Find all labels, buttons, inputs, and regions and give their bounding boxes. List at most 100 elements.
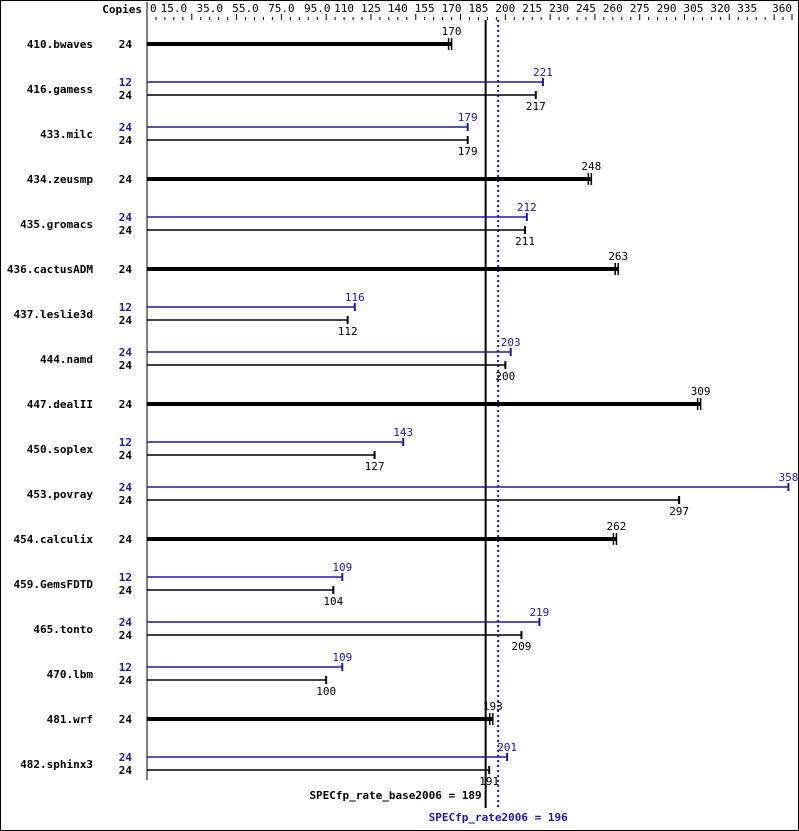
peak-copies: 12 [119,76,132,89]
tick-label: 15.0 [161,2,188,15]
base-value-label: 262 [606,520,626,533]
tick-label: 245 [576,2,596,15]
tick-label: 260 [603,2,623,15]
peak-value-label: 143 [393,426,413,439]
peak-value-label: 109 [332,561,352,574]
benchmark-label: 482.sphinx3 [20,758,93,771]
base-copies: 24 [119,674,133,687]
benchmark-label: 470.lbm [47,668,94,681]
base-value-label: 179 [458,145,478,158]
peak-value-label: 221 [533,66,553,79]
base-copies: 24 [119,173,133,186]
peak-value-label: 219 [529,606,549,619]
peak-copies: 12 [119,436,132,449]
peak-value-label: 179 [458,111,478,124]
tick-label: 200 [495,2,515,15]
peak-copies: 24 [119,751,133,764]
base-copies: 24 [119,263,133,276]
benchmark-label: 436.cactusADM [7,263,93,276]
benchmark-label: 465.tonto [33,623,93,636]
base-copies: 24 [119,224,133,237]
benchmark-label: 435.gromacs [20,218,93,231]
tick-label: 140 [388,2,408,15]
base-copies: 24 [119,713,133,726]
benchmark-label: 434.zeusmp [27,173,94,186]
base-copies: 24 [119,134,133,147]
peak-value-label: 358 [778,471,798,484]
peak-value-label: 212 [517,201,537,214]
base-copies: 24 [119,314,133,327]
tick-label: 215 [522,2,542,15]
benchmark-label: 416.gamess [27,83,93,96]
tick-label: 75.0 [268,2,295,15]
tick-label: 35.0 [196,2,223,15]
benchmark-label: 481.wrf [47,713,93,726]
base-value-label: 297 [669,505,689,518]
copies-header: Copies [102,3,142,16]
base-value-label: 263 [608,250,628,263]
base-value-label: 100 [316,685,336,698]
base-value-label: 211 [515,235,535,248]
tick-label: 275 [630,2,650,15]
peak-summary-label: SPECfp_rate2006 = 196 [429,811,568,824]
base-copies: 24 [119,764,133,777]
benchmark-label: 433.milc [40,128,93,141]
peak-copies: 12 [119,301,132,314]
peak-copies: 12 [119,571,132,584]
base-copies: 24 [119,398,133,411]
tick-label: 185 [469,2,489,15]
peak-copies: 24 [119,346,133,359]
base-value-label: 127 [365,460,385,473]
peak-copies: 12 [119,661,132,674]
peak-copies: 24 [119,616,133,629]
base-copies: 24 [119,533,133,546]
tick-label: 335 [737,2,757,15]
base-value-label: 191 [479,775,499,788]
base-copies: 24 [119,359,133,372]
benchmark-label: 444.namd [40,353,93,366]
tick-label: 230 [549,2,569,15]
peak-value-label: 203 [501,336,521,349]
benchmark-label: 447.dealII [27,398,93,411]
peak-value-label: 201 [497,741,517,754]
benchmark-label: 437.leslie3d [14,308,93,321]
base-value-label: 248 [581,160,601,173]
base-copies: 24 [119,89,133,102]
base-value-label: 309 [691,385,711,398]
tick-label: 320 [710,2,730,15]
peak-copies: 24 [119,211,133,224]
tick-label: 170 [442,2,462,15]
benchmark-label: 450.soplex [27,443,94,456]
peak-copies: 24 [119,121,133,134]
tick-label: 360 [772,2,792,15]
peak-value-label: 116 [345,291,365,304]
tick-label: 95.0 [304,2,331,15]
benchmark-label: 459.GemsFDTD [14,578,94,591]
base-copies: 24 [119,38,133,51]
base-value-label: 104 [323,595,343,608]
base-value-label: 209 [512,640,532,653]
peak-value-label: 109 [332,651,352,664]
tick-label: 55.0 [232,2,259,15]
tick-label: 110 [334,2,354,15]
benchmark-label: 454.calculix [14,533,94,546]
tick-label: 125 [361,2,381,15]
benchmark-label: 410.bwaves [27,38,93,51]
tick-label: 0 [150,2,157,15]
base-value-label: 200 [495,370,515,383]
benchmark-label: 453.povray [27,488,94,501]
base-copies: 24 [119,629,133,642]
base-value-label: 217 [526,100,546,113]
base-value-label: 193 [483,700,503,713]
base-value-label: 112 [338,325,358,338]
tick-label: 305 [684,2,704,15]
base-value-label: 170 [442,25,462,38]
base-copies: 24 [119,449,133,462]
tick-label: 290 [657,2,677,15]
base-summary-label: SPECfp_rate_base2006 = 189 [309,789,481,802]
peak-copies: 24 [119,481,133,494]
base-copies: 24 [119,494,133,507]
tick-label: 155 [415,2,435,15]
